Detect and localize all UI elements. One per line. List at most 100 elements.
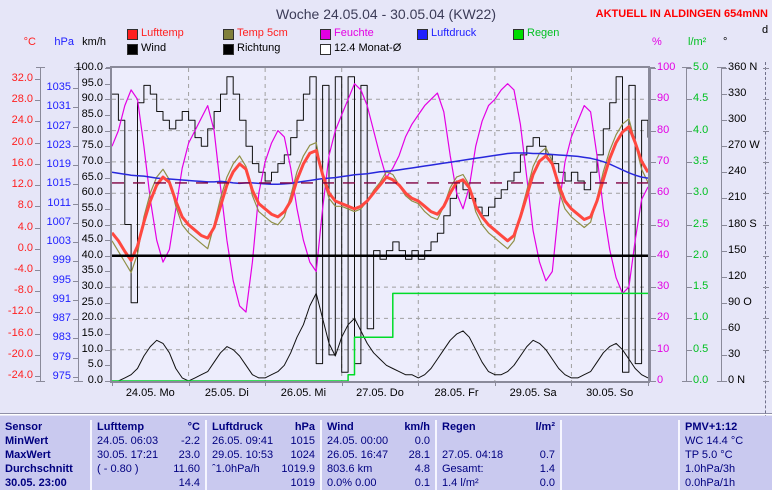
x-axis-tick (189, 381, 190, 386)
axis-tick-hpa (73, 184, 78, 185)
axis-tick-kmh (105, 303, 110, 304)
axis-tick-label-rain: 3.0 (693, 186, 709, 198)
axis-tick-label-hpa: 1003 (46, 235, 71, 247)
table-column-lufttemp: Lufttemp °C 24.05. 06:03 -2.2 30.05. 17:21 23… (90, 420, 205, 490)
x-axis-tick (648, 381, 649, 386)
cutoff-axis-tick (763, 193, 769, 194)
axis-tick-label-rain: 3.5 (693, 155, 709, 167)
axis-tick-rain (687, 287, 692, 288)
axis-tick-label-dir: 180 S (728, 218, 757, 230)
axis-tick-label-dir: 60 (728, 322, 741, 334)
table-cell-regen (437, 434, 560, 448)
axis-tick-label-kmh: 15.0 (81, 327, 103, 339)
table-cell-spacer (562, 462, 678, 476)
table-cell-wind: 24.05. 00:00 0.0 (327, 435, 430, 447)
axis-tick-hpa (73, 146, 78, 147)
axis-tick-label-temp: 28.0 (11, 93, 33, 105)
series-lufttemp (112, 125, 648, 262)
axis-tick-kmh (105, 225, 110, 226)
table-cell-labels: MaxWert (5, 449, 51, 461)
axis-tick-label-hpa: 975 (52, 370, 71, 382)
table-cell-wind: 26.05. 16:47 28.1 (327, 449, 430, 461)
axis-tick-rain (687, 131, 692, 132)
axis-tick-dir (722, 303, 727, 304)
cutoff-axis-line (765, 62, 766, 488)
axis-tick-dir (722, 68, 727, 69)
cutoff-axis-tick (763, 287, 769, 288)
axis-tick-hpa (73, 358, 78, 359)
axis-cap-bottom-pct (646, 381, 655, 382)
axis-tick-label-hpa: 1019 (46, 158, 71, 170)
axis-tick-label-pct: 40 (657, 249, 670, 261)
axis-tick-label-rain: 0.0 (693, 374, 709, 386)
axis-tick-label-dir: 300 (728, 113, 747, 125)
axis-tick-kmh (105, 287, 110, 288)
axis-tick-temp (35, 79, 40, 80)
axis-tick-label-kmh: 95.0 (81, 77, 103, 89)
table-cell-regen: 27.05. 04:18 0.7 (442, 449, 555, 461)
axis-cap-bottom-dir (717, 381, 726, 382)
axis-tick-hpa (73, 88, 78, 89)
axis-tick-label-hpa: 1023 (46, 139, 71, 151)
x-axis-tick (495, 381, 496, 386)
axis-tick-label-kmh: 65.0 (81, 171, 103, 183)
series-regen (112, 292, 648, 381)
table-cell-luftdruck: ˆ1.0hPa/h 1019.9 (212, 463, 315, 475)
chart-canvas (112, 68, 648, 381)
axis-tick-kmh (105, 99, 110, 100)
series-temp5cm (112, 118, 648, 274)
axis-unit-hpa: hPa (54, 36, 74, 48)
x-axis-tick (342, 381, 343, 386)
table-header-lufttemp: Lufttemp °C (97, 421, 200, 433)
axis-tick-temp (35, 143, 40, 144)
x-axis-tick (265, 381, 266, 386)
axis-cap-top-kmh (106, 67, 115, 68)
axis-tick-label-pct: 100 (657, 61, 676, 73)
axis-tick-hpa (73, 107, 78, 108)
table-cell-lufttemp: ( - 0.80 ) 11.60 (97, 463, 200, 475)
axis-tick-kmh (105, 131, 110, 132)
axis-tick-rain (687, 381, 692, 382)
table-column-spacer (560, 420, 678, 490)
axis-tick-dir (722, 172, 727, 173)
table-cell-pmv: TP 5.0 °C (685, 449, 733, 461)
axis-tick-rain (687, 318, 692, 319)
axis-cap-bottom-kmh (106, 381, 115, 382)
axis-tick-label-kmh: 40.0 (81, 249, 103, 261)
axis-tick-kmh (105, 350, 110, 351)
axis-tick-rain (687, 256, 692, 257)
axis-tick-label-hpa: 979 (52, 351, 71, 363)
table-cell-luftdruck: 26.05. 09:41 1015 (212, 435, 315, 447)
axis-tick-hpa (73, 223, 78, 224)
cutoff-axis-tick (763, 68, 769, 69)
legend-label-wind: Wind (141, 42, 167, 54)
cutoff-axis-tick (763, 99, 769, 100)
axis-tick-label-hpa: 987 (52, 312, 71, 324)
axis-line-pct (650, 68, 651, 381)
legend-swatch-richtung-icon (223, 44, 234, 55)
legend-swatch-wind-icon (127, 44, 138, 55)
axis-tick-label-rain: 4.0 (693, 124, 709, 136)
axis-tick-label-kmh: 25.0 (81, 296, 103, 308)
axis-tick-rain (687, 99, 692, 100)
table-cell-lufttemp: 14.4 (178, 477, 200, 489)
axis-tick-label-temp: 16.0 (11, 157, 33, 169)
axis-tick-label-temp: 32.0 (11, 72, 33, 84)
legend-label-richtung: Richtung (237, 42, 281, 54)
axis-cap-top-hpa (74, 67, 83, 68)
axis-tick-label-hpa: 1011 (47, 197, 71, 209)
axis-tick-kmh (105, 256, 110, 257)
axis-tick-label-hpa: 1015 (46, 177, 71, 189)
axis-tick-pct (651, 287, 656, 288)
axis-tick-dir (722, 251, 727, 252)
axis-tick-label-hpa: 999 (52, 254, 71, 266)
axis-tick-kmh (105, 240, 110, 241)
axis-cap-top-pct (646, 67, 655, 68)
table-cell-luftdruck: 29.05. 10:53 1024 (212, 449, 315, 461)
axis-tick-label-dir: 150 (728, 244, 747, 256)
legend-swatch-feuchte-icon (320, 29, 331, 40)
axis-tick-kmh (105, 334, 110, 335)
axis-unit-kmh: km/h (82, 36, 106, 48)
axis-tick-temp (35, 291, 40, 292)
